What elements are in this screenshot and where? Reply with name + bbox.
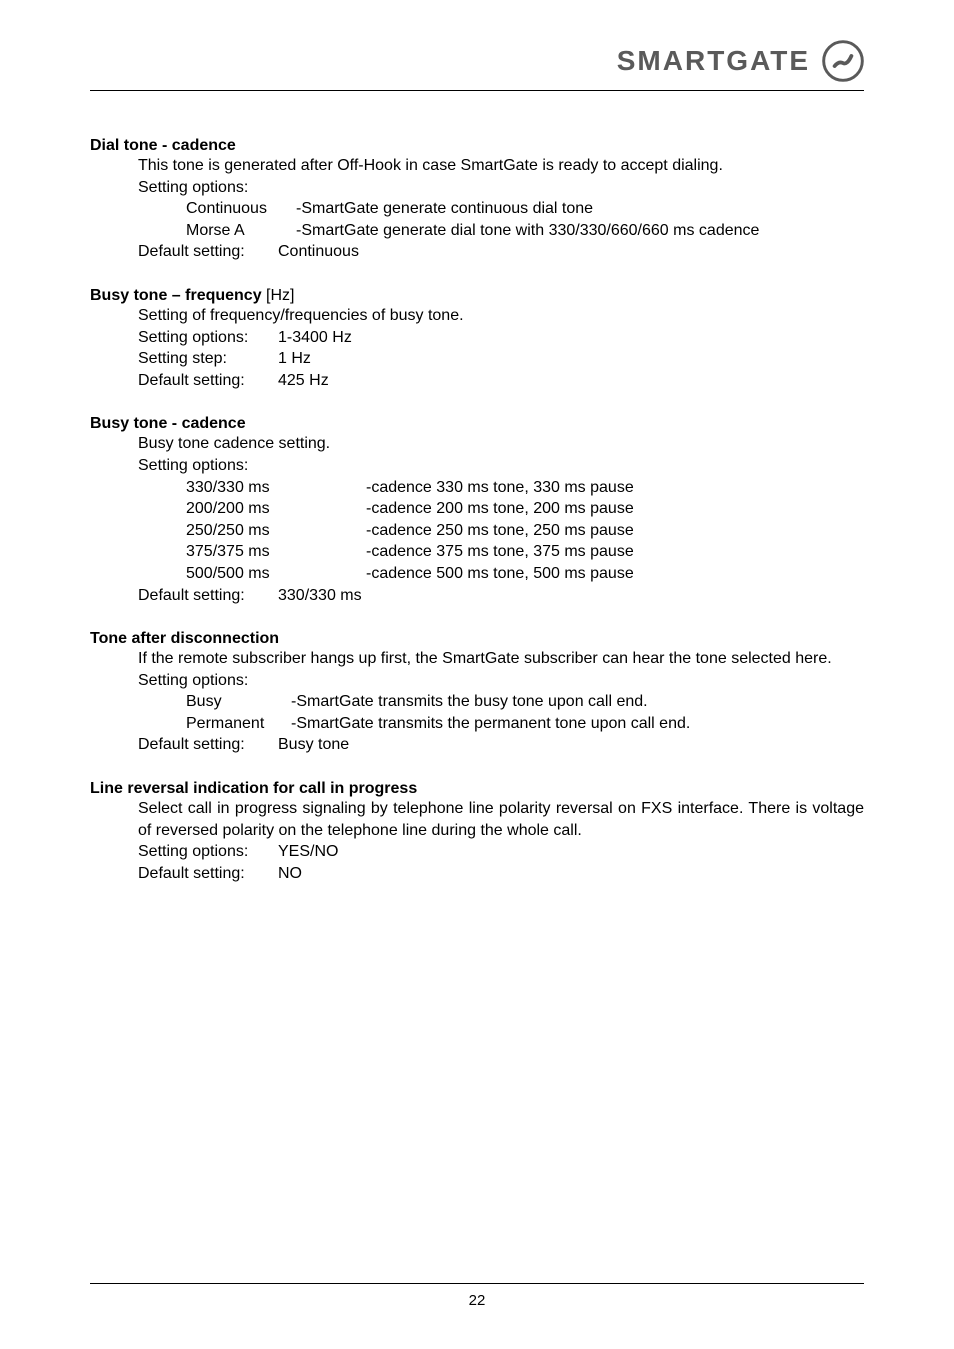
brand-logo-icon <box>822 40 864 82</box>
setting-row: Setting options: YES/NO <box>138 841 864 863</box>
option-val: -cadence 500 ms tone, 500 ms pause <box>366 563 634 585</box>
option-key: Busy <box>186 691 291 713</box>
default-val: Busy tone <box>278 734 349 756</box>
option-row: 200/200 ms -cadence 200 ms tone, 200 ms … <box>186 498 864 520</box>
title-text: Busy tone – frequency <box>90 287 262 304</box>
option-val: -SmartGate generate dial tone with 330/3… <box>296 220 759 242</box>
row-label: Default setting: <box>138 863 278 885</box>
section-desc: Select call in progress signaling by tel… <box>138 798 864 841</box>
row-label: Setting step: <box>138 348 278 370</box>
option-key: 250/250 ms <box>186 520 366 542</box>
section-tone-after-disconnection: Tone after disconnection If the remote s… <box>90 630 864 756</box>
default-row: Default setting: Busy tone <box>138 734 864 756</box>
option-key: Continuous <box>186 198 296 220</box>
setting-row: Default setting: NO <box>138 863 864 885</box>
section-busy-cadence: Busy tone - cadence Busy tone cadence se… <box>90 415 864 606</box>
title-unit: [Hz] <box>262 287 295 304</box>
default-val: Continuous <box>278 241 359 263</box>
section-busy-frequency: Busy tone – frequency [Hz] Setting of fr… <box>90 287 864 391</box>
row-label: Default setting: <box>138 370 278 392</box>
option-row: 330/330 ms -cadence 330 ms tone, 330 ms … <box>186 477 864 499</box>
row-val: NO <box>278 863 302 885</box>
option-key: 500/500 ms <box>186 563 366 585</box>
page-footer: 22 <box>90 1283 864 1309</box>
option-row: Busy -SmartGate transmits the busy tone … <box>186 691 864 713</box>
option-row: 500/500 ms -cadence 500 ms tone, 500 ms … <box>186 563 864 585</box>
row-val: 425 Hz <box>278 370 329 392</box>
option-val: -cadence 250 ms tone, 250 ms pause <box>366 520 634 542</box>
row-val: 1 Hz <box>278 348 311 370</box>
default-val: 330/330 ms <box>278 585 362 607</box>
section-title: Dial tone - cadence <box>90 137 864 155</box>
section-title: Line reversal indication for call in pro… <box>90 780 864 798</box>
row-label: Setting options: <box>138 841 278 863</box>
default-row: Default setting: 330/330 ms <box>138 585 864 607</box>
section-dial-tone-cadence: Dial tone - cadence This tone is generat… <box>90 137 864 263</box>
section-desc: Setting of frequency/frequencies of busy… <box>138 305 864 327</box>
default-label: Default setting: <box>138 585 278 607</box>
option-key: 375/375 ms <box>186 541 366 563</box>
section-title: Busy tone – frequency [Hz] <box>90 287 864 305</box>
setting-row: Setting options: 1-3400 Hz <box>138 327 864 349</box>
options-label: Setting options: <box>138 177 864 199</box>
option-row: 375/375 ms -cadence 375 ms tone, 375 ms … <box>186 541 864 563</box>
option-key: Permanent <box>186 713 291 735</box>
row-val: YES/NO <box>278 841 338 863</box>
page-number: 22 <box>90 1284 864 1309</box>
section-line-reversal: Line reversal indication for call in pro… <box>90 780 864 884</box>
row-val: 1-3400 Hz <box>278 327 352 349</box>
options-label: Setting options: <box>138 455 864 477</box>
default-row: Default setting: Continuous <box>138 241 864 263</box>
setting-row: Setting step: 1 Hz <box>138 348 864 370</box>
header-rule <box>90 90 864 91</box>
section-title: Busy tone - cadence <box>90 415 864 433</box>
option-val: -cadence 375 ms tone, 375 ms pause <box>366 541 634 563</box>
row-label: Setting options: <box>138 327 278 349</box>
option-val: -cadence 200 ms tone, 200 ms pause <box>366 498 634 520</box>
option-row: Continuous -SmartGate generate continuou… <box>186 198 864 220</box>
default-label: Default setting: <box>138 241 278 263</box>
option-key: 200/200 ms <box>186 498 366 520</box>
option-val: -SmartGate generate continuous dial tone <box>296 198 593 220</box>
section-title: Tone after disconnection <box>90 630 864 648</box>
setting-row: Default setting: 425 Hz <box>138 370 864 392</box>
option-key: 330/330 ms <box>186 477 366 499</box>
options-label: Setting options: <box>138 670 864 692</box>
option-val: -SmartGate transmits the permanent tone … <box>291 713 690 735</box>
section-desc: This tone is generated after Off-Hook in… <box>138 155 864 177</box>
option-val: -cadence 330 ms tone, 330 ms pause <box>366 477 634 499</box>
option-val: -SmartGate transmits the busy tone upon … <box>291 691 648 713</box>
option-row: Permanent -SmartGate transmits the perma… <box>186 713 864 735</box>
brand-name: SMARTGATE <box>617 45 810 77</box>
section-desc: Busy tone cadence setting. <box>138 433 864 455</box>
default-label: Default setting: <box>138 734 278 756</box>
option-key: Morse A <box>186 220 296 242</box>
option-row: Morse A -SmartGate generate dial tone wi… <box>186 220 864 242</box>
section-desc: If the remote subscriber hangs up first,… <box>138 648 864 670</box>
option-row: 250/250 ms -cadence 250 ms tone, 250 ms … <box>186 520 864 542</box>
page-header: SMARTGATE <box>90 40 864 82</box>
